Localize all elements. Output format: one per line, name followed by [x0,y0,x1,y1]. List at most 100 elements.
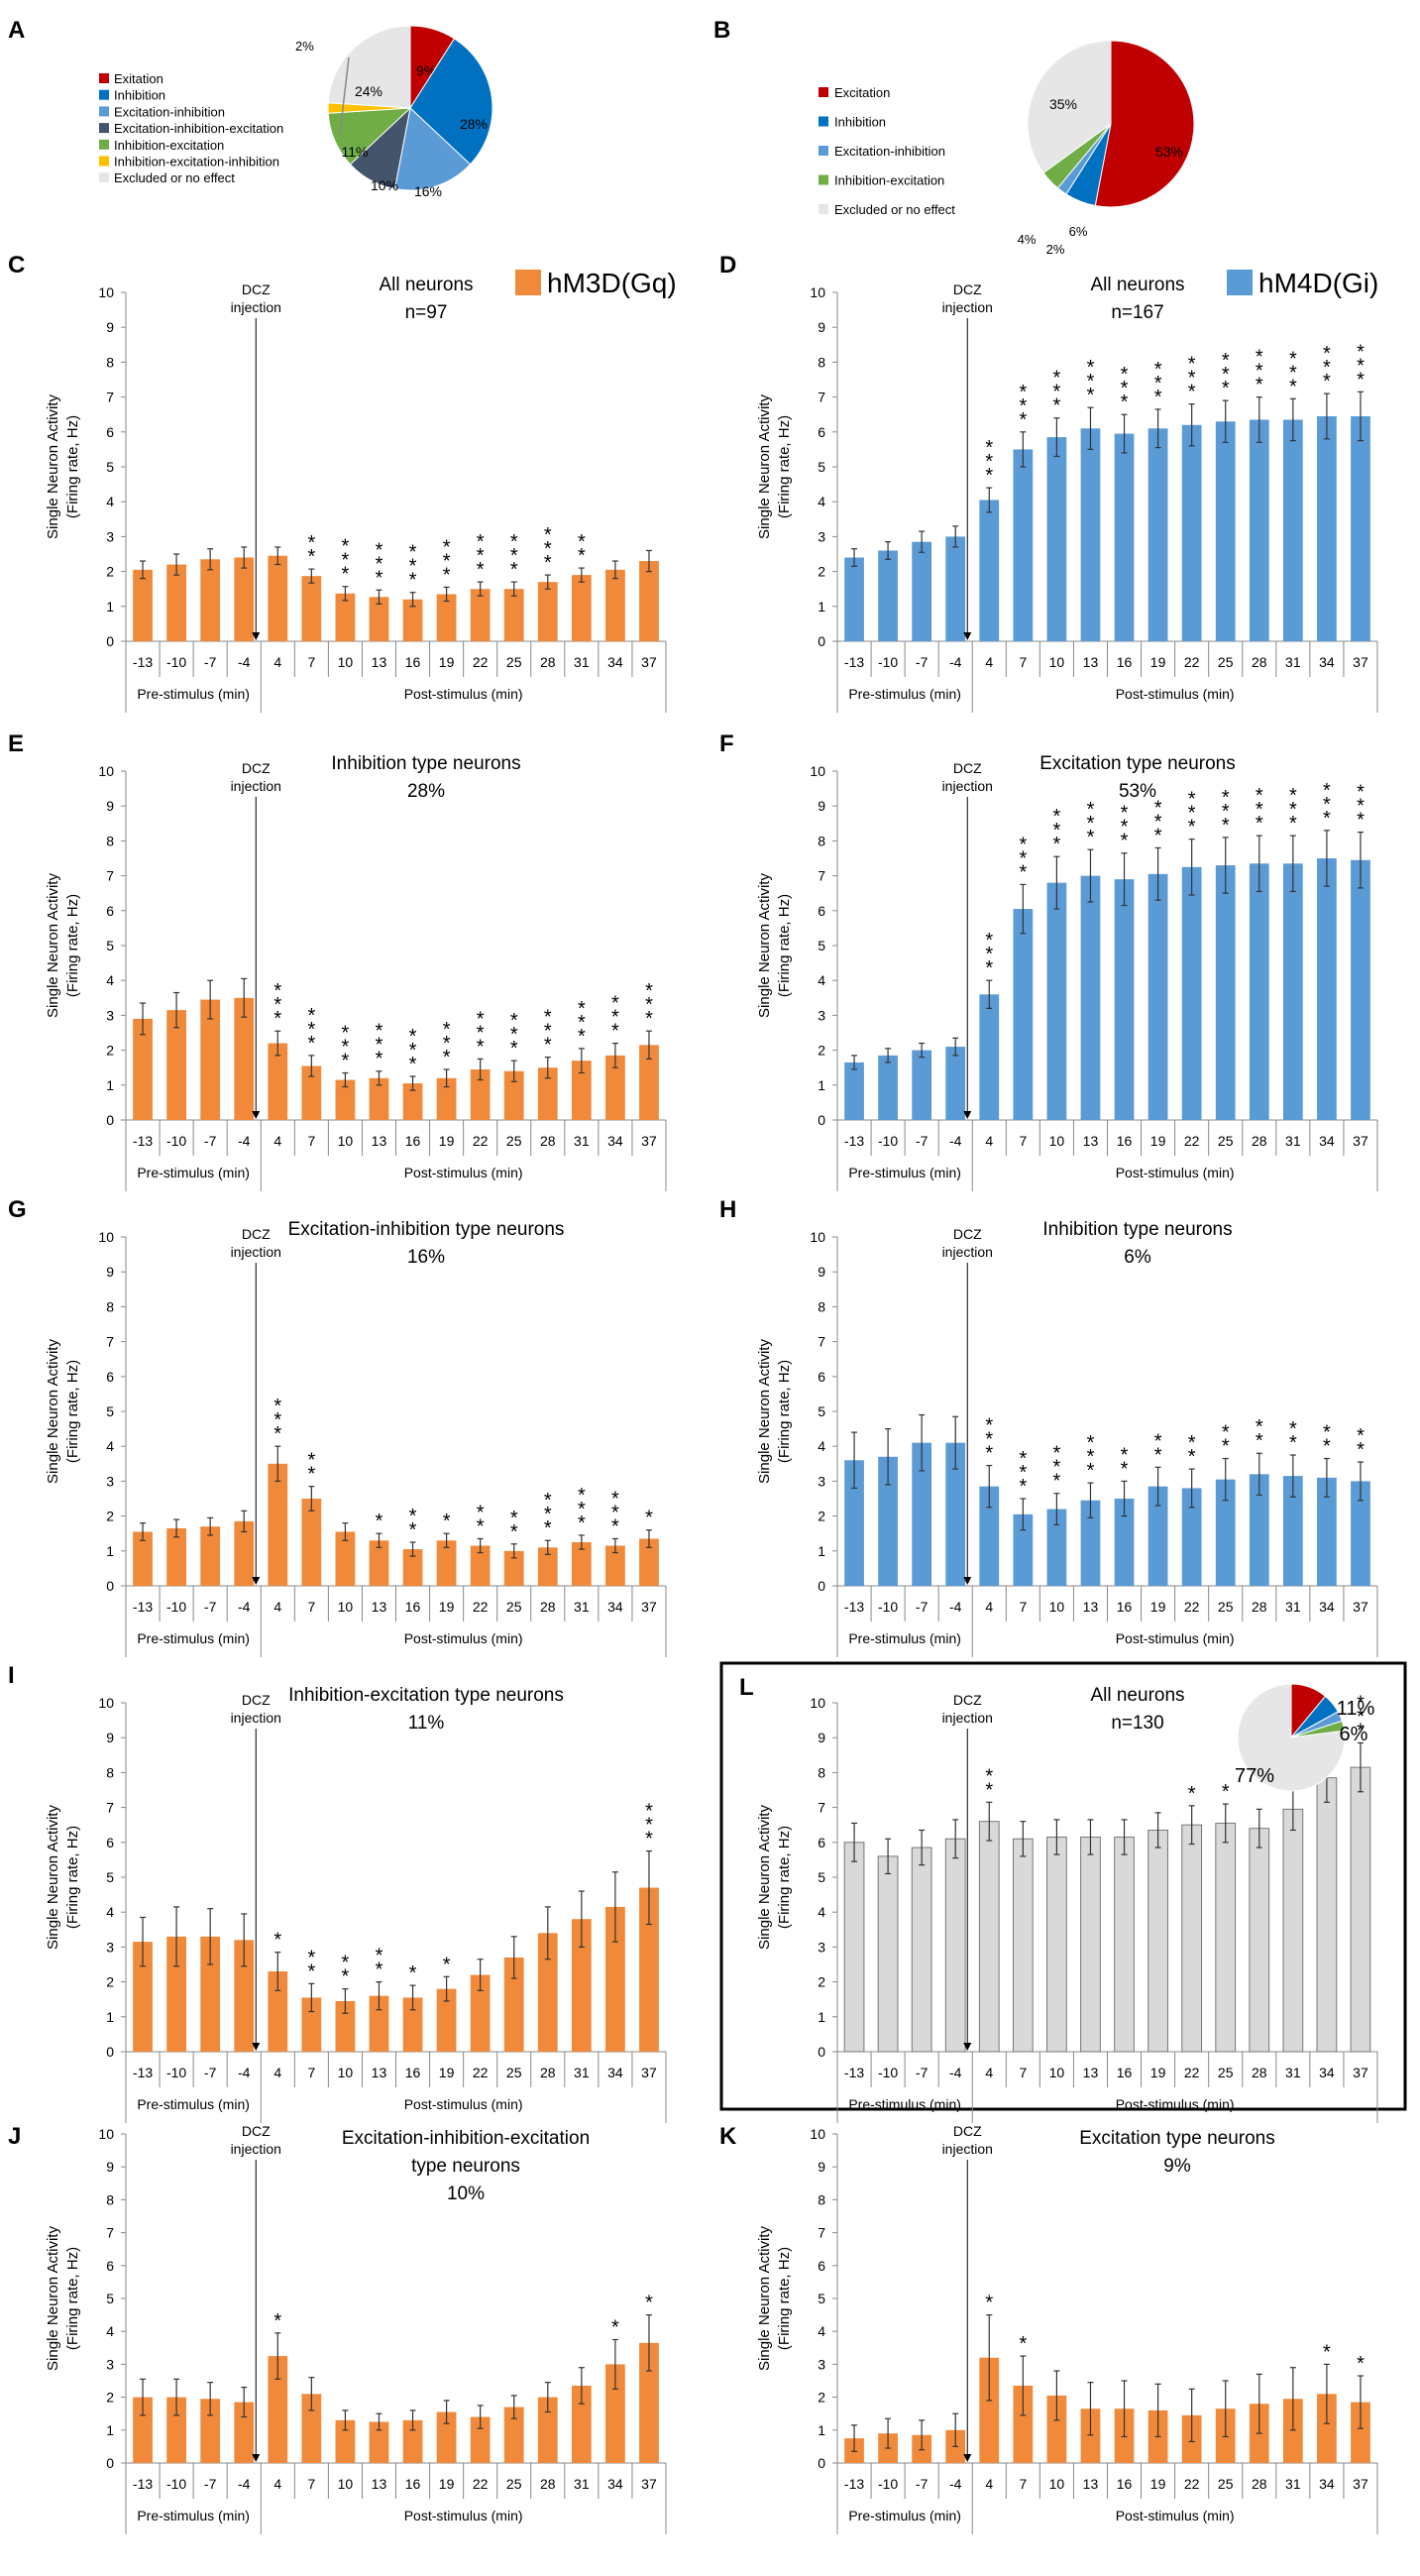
y-tick-label-F-7: 7 [818,868,825,884]
significance-star-F-9-2: * [1154,797,1162,819]
post-stimulus-label-D: Post-stimulus (min) [1116,686,1235,702]
significance-star-G-5-0: * [307,1464,315,1486]
y-tick-label-K-7: 7 [818,2225,825,2241]
significance-star-H-13-1: * [1289,1418,1297,1440]
legend-label-A-1: Inhibition [114,88,165,103]
significance-star-E-12-2: * [544,1007,552,1029]
x-tick-label-G-1: -10 [166,1599,186,1615]
x-tick-label-H-7: 13 [1083,1599,1099,1615]
y-tick-label-H-9: 9 [818,1264,825,1280]
significance-star-E-14-1: * [611,1007,619,1029]
significance-star-J-4-0: * [273,2310,281,2332]
y-tick-label-I-5: 5 [106,1869,114,1885]
significance-star-D-5-1: * [1019,395,1027,417]
post-stimulus-label-F: Post-stimulus (min) [1116,1165,1235,1180]
significance-star-F-10-1: * [1188,803,1196,825]
y-tick-label-J-5: 5 [106,2291,114,2306]
x-tick-label-G-3: -4 [238,1599,251,1615]
significance-star-D-10-2: * [1188,354,1196,376]
x-tick-label-C-10: 22 [473,654,489,670]
x-tick-label-K-1: -10 [878,2476,898,2492]
x-tick-label-E-2: -7 [204,1133,217,1149]
bar-J-13 [571,2385,592,2463]
significance-star-D-11-0: * [1222,378,1230,399]
significance-star-K-5-0: * [1019,2333,1027,2355]
x-tick-label-G-9: 19 [439,1599,455,1615]
significance-star-D-9-0: * [1154,387,1162,408]
bar-E-4 [268,1043,288,1120]
y-tick-label-G-9: 9 [106,1264,114,1280]
significance-star-D-7-2: * [1087,357,1095,379]
x-tick-label-D-5: 7 [1019,654,1027,670]
dcz-label-C-2: injection [231,299,281,315]
y-tick-label-D-9: 9 [818,319,825,335]
significance-star-C-8-0: * [409,570,417,592]
y-tick-label-J-0: 0 [106,2455,114,2471]
bar-H-12 [1249,1474,1269,1586]
x-tick-label-H-10: 22 [1184,1599,1200,1615]
x-tick-label-I-11: 25 [506,2065,522,2080]
bar-F-10 [1181,866,1202,1120]
significance-star-C-10-0: * [477,559,485,581]
significance-star-C-12-0: * [544,552,552,574]
bar-F-12 [1249,863,1269,1120]
y-tick-label-C-9: 9 [106,319,114,335]
x-tick-label-L-0: -13 [844,2065,864,2080]
x-tick-label-G-13: 31 [574,1599,590,1615]
bar-E-5 [301,1065,322,1120]
significance-star-I-6-1: * [342,1953,350,1974]
bar-F-11 [1215,865,1236,1120]
significance-star-H-4-0: * [985,1443,993,1465]
x-tick-label-G-14: 34 [607,1599,623,1615]
subtitle-C: n=97 [405,302,448,323]
legend-swatch-B-1 [819,116,828,127]
bar-D-11 [1215,421,1236,641]
significance-star-H-6-1: * [1053,1457,1061,1479]
x-tick-label-K-3: -4 [949,2476,962,2492]
panel-letter-G: G [8,1196,27,1223]
x-tick-label-G-4: 4 [273,1599,281,1615]
significance-star-K-14-0: * [1323,2341,1331,2363]
bar-J-3 [234,2402,255,2463]
y-tick-label-I-8: 8 [106,1764,114,1780]
bar-I-14 [605,1906,625,2052]
y-tick-label-G-6: 6 [106,1369,114,1385]
bar-C-9 [436,594,457,641]
y-tick-label-J-7: 7 [106,2225,114,2241]
significance-star-I-15-0: * [645,1829,653,1850]
bar-I-4 [268,1971,288,2052]
y-tick-label-I-2: 2 [106,1974,114,1990]
y-tick-label-L-7: 7 [818,1800,825,1816]
significance-star-H-12-1: * [1256,1416,1263,1438]
significance-star-C-11-0: * [510,559,518,581]
bar-E-11 [503,1070,524,1120]
significance-star-F-10-0: * [1188,817,1196,839]
bar-D-10 [1181,424,1202,641]
x-tick-label-C-15: 37 [641,654,657,670]
bar-H-3 [945,1442,966,1586]
pie-A-slice-label-4: 11% [342,144,369,160]
significance-star-E-8-2: * [409,1026,417,1048]
x-tick-label-J-1: -10 [166,2476,186,2492]
y-tick-label-K-5: 5 [818,2291,825,2306]
y-tick-label-D-0: 0 [818,633,825,649]
x-tick-label-L-6: 10 [1049,2065,1065,2080]
legend-swatch-A-1 [99,89,109,100]
significance-star-H-8-1: * [1121,1444,1129,1466]
x-tick-label-F-3: -4 [949,1133,962,1149]
bar-E-3 [234,997,255,1120]
significance-star-H-6-2: * [1053,1443,1061,1465]
pre-stimulus-label-F: Pre-stimulus (min) [848,1165,961,1180]
x-tick-label-J-7: 13 [372,2476,387,2492]
bar-H-6 [1046,1509,1067,1586]
bar-K-4 [979,2357,1000,2463]
x-tick-label-J-8: 16 [405,2476,421,2492]
x-tick-label-H-15: 37 [1353,1599,1368,1615]
y-tick-label-I-0: 0 [106,2044,114,2060]
x-tick-label-F-15: 37 [1353,1133,1368,1149]
x-tick-label-G-0: -13 [133,1599,153,1615]
significance-star-F-8-2: * [1121,803,1129,825]
y-tick-label-K-8: 8 [818,2191,825,2207]
significance-star-E-13-1: * [578,1012,586,1034]
x-tick-label-J-9: 19 [439,2476,455,2492]
